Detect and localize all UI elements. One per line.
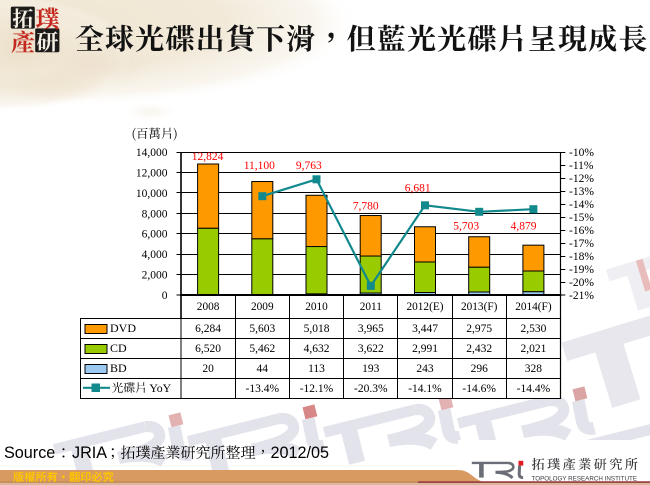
svg-text:0: 0 — [162, 290, 168, 302]
svg-text:5,703: 5,703 — [453, 221, 479, 233]
svg-text:12,000: 12,000 — [136, 167, 168, 179]
svg-text:BD: BD — [110, 361, 127, 375]
svg-text:DVD: DVD — [110, 321, 136, 335]
svg-text:10,000: 10,000 — [136, 188, 168, 200]
svg-text:-19%: -19% — [569, 264, 594, 276]
svg-text:328: 328 — [525, 363, 543, 375]
svg-text:4,879: 4,879 — [511, 221, 537, 233]
svg-text:-11%: -11% — [569, 160, 594, 172]
svg-text:2,975: 2,975 — [466, 323, 492, 335]
svg-text:44: 44 — [257, 363, 269, 375]
svg-text:-13%: -13% — [569, 186, 594, 198]
svg-text:8,000: 8,000 — [142, 208, 168, 220]
svg-text:4,000: 4,000 — [142, 249, 168, 261]
svg-text:2,991: 2,991 — [412, 343, 438, 355]
svg-text:243: 243 — [416, 363, 434, 375]
svg-text:-10%: -10% — [569, 147, 594, 159]
svg-text:2014(F): 2014(F) — [515, 301, 552, 313]
svg-text:-14%: -14% — [569, 199, 594, 211]
svg-text:4,632: 4,632 — [304, 343, 330, 355]
svg-text:-16%: -16% — [569, 225, 594, 237]
svg-text:3,965: 3,965 — [358, 323, 384, 335]
svg-text:2012/05: 2012/05 — [271, 444, 330, 462]
svg-text:14,000: 14,000 — [136, 147, 168, 159]
svg-text:2,530: 2,530 — [520, 323, 546, 335]
svg-text:2013(F): 2013(F) — [461, 301, 498, 313]
svg-text:-15%: -15% — [569, 212, 594, 224]
svg-text:-18%: -18% — [569, 251, 594, 263]
svg-text:-20.3%: -20.3% — [354, 383, 388, 395]
svg-text:5,018: 5,018 — [304, 323, 330, 335]
svg-text:7,780: 7,780 — [353, 201, 379, 213]
svg-text:20: 20 — [202, 363, 214, 375]
svg-text:JRIA: JRIA — [72, 444, 107, 462]
svg-text:3,622: 3,622 — [358, 343, 384, 355]
svg-text:-12%: -12% — [569, 173, 594, 185]
svg-text:9,763: 9,763 — [296, 160, 322, 172]
svg-text:5,603: 5,603 — [249, 323, 275, 335]
svg-text:2008: 2008 — [197, 301, 220, 313]
svg-text:YoY: YoY — [149, 381, 171, 395]
svg-text:6,284: 6,284 — [195, 323, 221, 335]
svg-text:-14.1%: -14.1% — [408, 383, 442, 395]
svg-text:-14.6%: -14.6% — [462, 383, 496, 395]
svg-text:6,000: 6,000 — [142, 229, 168, 241]
svg-text:Source: Source — [4, 444, 55, 462]
svg-text:2,021: 2,021 — [520, 343, 546, 355]
svg-text:2009: 2009 — [251, 301, 274, 313]
svg-text:2012(E): 2012(E) — [406, 301, 443, 313]
svg-text:12,824: 12,824 — [192, 151, 224, 163]
svg-text:TOPOLOGY RESEARCH INSTITUTE: TOPOLOGY RESEARCH INSTITUTE — [532, 475, 638, 482]
svg-text:-20%: -20% — [569, 277, 594, 289]
svg-text:-13.4%: -13.4% — [246, 383, 280, 395]
svg-text:2,000: 2,000 — [142, 270, 168, 282]
svg-text:296: 296 — [471, 363, 489, 375]
svg-text:193: 193 — [362, 363, 380, 375]
svg-text:6,681: 6,681 — [405, 183, 431, 195]
svg-text:2,432: 2,432 — [466, 343, 492, 355]
svg-text:5,462: 5,462 — [249, 343, 275, 355]
svg-text:113: 113 — [308, 363, 325, 375]
svg-text:2011: 2011 — [360, 301, 382, 313]
svg-text:-12.1%: -12.1% — [300, 383, 334, 395]
svg-text:-17%: -17% — [569, 238, 594, 250]
svg-text:-14.4%: -14.4% — [517, 383, 551, 395]
svg-text:3,447: 3,447 — [412, 323, 438, 335]
svg-text:11,100: 11,100 — [244, 160, 275, 172]
svg-text:-21%: -21% — [569, 290, 594, 302]
svg-text:2010: 2010 — [305, 301, 328, 313]
svg-text:6,520: 6,520 — [195, 343, 221, 355]
svg-text:CD: CD — [110, 341, 127, 355]
